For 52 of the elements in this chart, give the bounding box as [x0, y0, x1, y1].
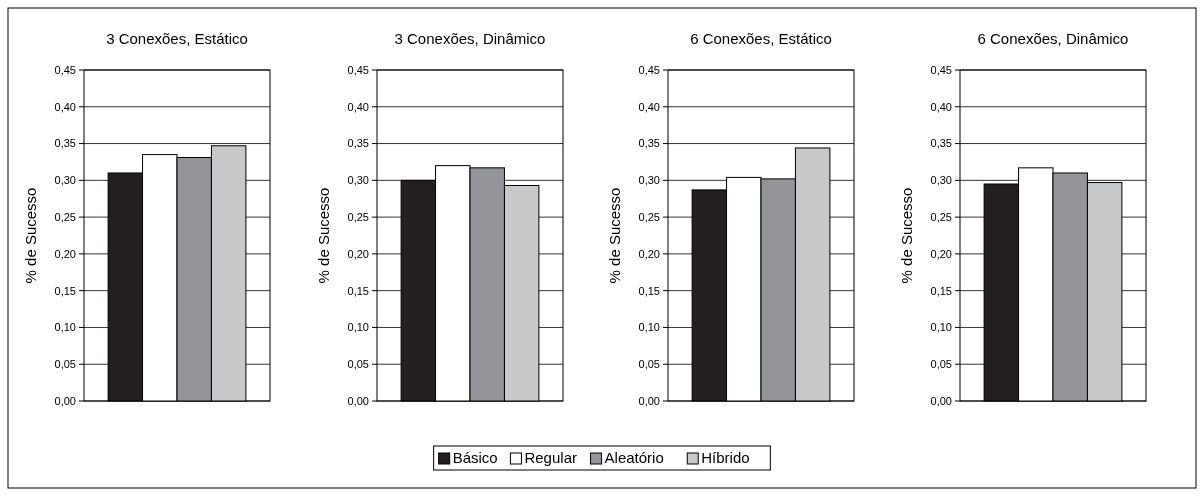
y-axis-title: % de Sucesso	[22, 187, 39, 284]
y-axis-title: % de Sucesso	[606, 187, 623, 284]
y-tick-label: 0,05	[54, 358, 76, 371]
y-axis-title: % de Sucesso	[898, 187, 915, 284]
legend-label: Básico	[452, 449, 498, 466]
legend-label: Aleatório	[604, 449, 664, 466]
legend-label: Híbrido	[701, 449, 750, 466]
y-tick-label: 0,05	[347, 358, 369, 371]
y-tick-label: 0,40	[930, 100, 952, 113]
y-tick-label: 0,40	[54, 100, 76, 113]
y-tick-label: 0,00	[347, 394, 369, 407]
y-tick-label: 0,45	[347, 63, 369, 76]
y-tick-label: 0,15	[54, 284, 76, 297]
y-tick-label: 0,25	[638, 210, 660, 223]
y-tick-label: 0,00	[54, 394, 76, 407]
chart-title: 6 Conexões, Dinâmico	[977, 30, 1129, 47]
y-tick-label: 0,20	[347, 247, 369, 260]
y-tick-label: 0,15	[638, 284, 660, 297]
y-tick-label: 0,25	[930, 210, 952, 223]
y-tick-label: 0,30	[347, 174, 369, 187]
y-tick-label: 0,35	[54, 137, 76, 150]
chart-title: 3 Conexões, Estático	[106, 30, 248, 47]
y-tick-label: 0,05	[930, 358, 952, 371]
y-tick-label: 0,00	[638, 394, 660, 407]
y-tick-label: 0,15	[347, 284, 369, 297]
y-tick-label: 0,35	[930, 137, 952, 150]
y-tick-label: 0,40	[638, 100, 660, 113]
y-tick-label: 0,20	[638, 247, 660, 260]
y-tick-label: 0,45	[638, 63, 660, 76]
y-tick-label: 0,30	[54, 174, 76, 187]
y-tick-label: 0,45	[54, 63, 76, 76]
y-tick-label: 0,45	[930, 63, 952, 76]
y-tick-label: 0,25	[347, 210, 369, 223]
y-tick-label: 0,00	[930, 394, 952, 407]
y-tick-label: 0,15	[930, 284, 952, 297]
y-tick-label: 0,35	[347, 137, 369, 150]
y-tick-label: 0,10	[54, 321, 76, 334]
y-tick-label: 0,35	[638, 137, 660, 150]
y-tick-label: 0,20	[54, 247, 76, 260]
y-tick-label: 0,05	[638, 358, 660, 371]
y-tick-label: 0,40	[347, 100, 369, 113]
chart-title: 6 Conexões, Estático	[690, 30, 832, 47]
y-tick-label: 0,10	[638, 321, 660, 334]
y-axis-title: % de Sucesso	[315, 187, 332, 284]
y-tick-label: 0,25	[54, 210, 76, 223]
y-tick-label: 0,20	[930, 247, 952, 260]
y-tick-label: 0,10	[347, 321, 369, 334]
legend-label: Regular	[524, 449, 577, 466]
y-tick-label: 0,30	[638, 174, 660, 187]
chart-title: 3 Conexões, Dinâmico	[394, 30, 546, 47]
y-tick-label: 0,10	[930, 321, 952, 334]
y-tick-label: 0,30	[930, 174, 952, 187]
